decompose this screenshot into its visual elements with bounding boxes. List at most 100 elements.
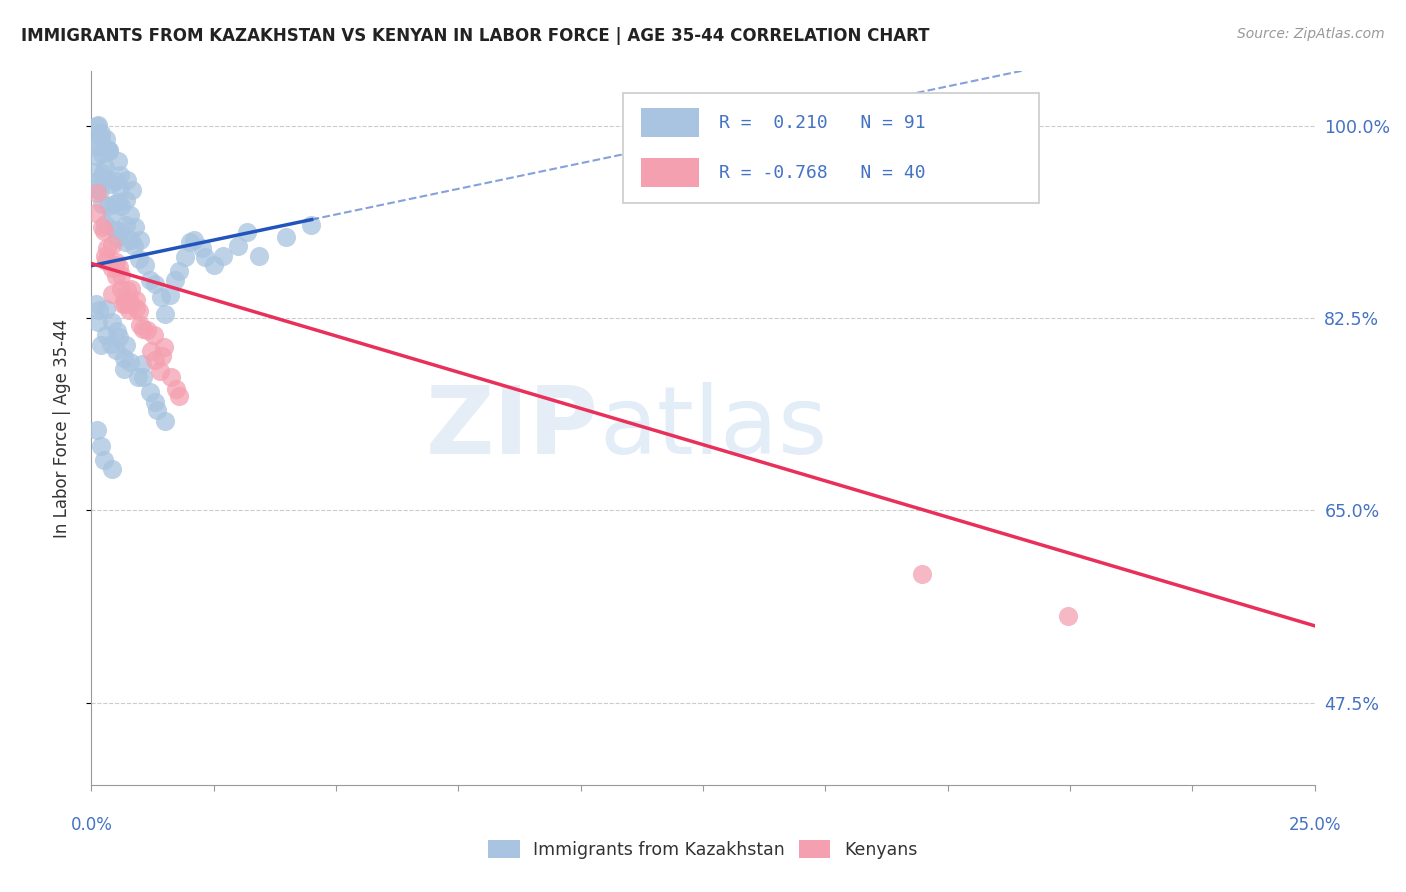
Point: [104, 174, 127, 188]
Y-axis label: In Labor Force | Age 35-44: In Labor Force | Age 35-44: [52, 318, 70, 538]
Text: ZIP: ZIP: [426, 382, 599, 475]
Point: [128, 252, 150, 266]
Point: [101, 260, 124, 275]
Point: [105, 268, 128, 283]
Point: [118, 208, 141, 222]
Point: [127, 369, 149, 384]
Point: [86, 186, 108, 201]
Point: [183, 233, 205, 247]
Point: [301, 218, 323, 232]
Point: [236, 225, 259, 239]
Point: [153, 307, 176, 321]
Point: [247, 249, 270, 263]
Point: [134, 258, 156, 272]
Point: [114, 235, 136, 249]
Point: [91, 166, 114, 180]
Point: [115, 173, 138, 187]
Point: [90, 439, 112, 453]
Point: [108, 225, 131, 239]
Point: [163, 273, 186, 287]
Point: [90, 147, 112, 161]
Text: 25.0%: 25.0%: [1288, 816, 1341, 834]
Point: [84, 139, 107, 153]
Point: [124, 301, 146, 315]
Point: [100, 177, 122, 191]
Point: [115, 338, 138, 352]
Point: [104, 258, 127, 272]
Point: [114, 293, 136, 307]
Point: [90, 129, 112, 144]
Point: [115, 218, 138, 232]
Legend: Immigrants from Kazakhstan, Kenyans: Immigrants from Kazakhstan, Kenyans: [481, 833, 925, 865]
Point: [165, 382, 187, 396]
Point: [96, 131, 118, 145]
Point: [138, 273, 160, 287]
Point: [86, 206, 108, 220]
Point: [86, 315, 108, 329]
Point: [194, 250, 217, 264]
Point: [93, 224, 115, 238]
Point: [143, 327, 166, 342]
Point: [112, 362, 135, 376]
Point: [128, 233, 150, 247]
Point: [104, 255, 127, 269]
Point: [191, 241, 214, 255]
Point: [97, 145, 120, 159]
Point: [129, 318, 152, 332]
Point: [159, 370, 181, 384]
Point: [132, 322, 155, 336]
Point: [90, 337, 112, 351]
Point: [139, 343, 162, 358]
Point: [146, 403, 169, 417]
Point: [202, 258, 225, 272]
Point: [152, 340, 174, 354]
Point: [100, 336, 122, 351]
Point: [86, 182, 108, 196]
Point: [108, 260, 131, 275]
Point: [911, 567, 934, 582]
Point: [124, 293, 146, 307]
Point: [83, 133, 105, 147]
Point: [94, 301, 117, 316]
Point: [115, 283, 138, 297]
Point: [91, 196, 114, 211]
Point: [120, 233, 142, 247]
Point: [104, 223, 127, 237]
Point: [112, 351, 135, 365]
Point: [100, 315, 122, 329]
Text: R = -0.768   N = 40: R = -0.768 N = 40: [718, 164, 925, 182]
Point: [145, 277, 167, 292]
Point: [179, 235, 201, 249]
Point: [145, 352, 167, 367]
Point: [96, 328, 118, 343]
Point: [90, 220, 112, 235]
FancyBboxPatch shape: [623, 93, 1039, 203]
Point: [110, 282, 132, 296]
Point: [101, 208, 124, 222]
Point: [124, 220, 146, 235]
Point: [84, 297, 107, 311]
Text: 0.0%: 0.0%: [70, 816, 112, 834]
Point: [120, 282, 142, 296]
Point: [121, 183, 143, 197]
Point: [159, 288, 181, 302]
Point: [174, 250, 197, 264]
Point: [93, 453, 115, 467]
Point: [100, 238, 122, 252]
FancyBboxPatch shape: [641, 109, 699, 137]
Point: [96, 171, 118, 186]
Point: [94, 249, 117, 263]
Point: [107, 195, 129, 210]
Point: [111, 296, 134, 310]
Point: [118, 303, 141, 318]
Point: [167, 263, 190, 277]
Point: [118, 355, 141, 369]
Point: [139, 385, 162, 400]
Point: [86, 174, 108, 188]
Point: [94, 217, 117, 231]
Point: [118, 294, 141, 309]
Point: [90, 126, 112, 140]
Point: [153, 414, 176, 428]
Point: [149, 290, 172, 304]
Point: [132, 370, 155, 384]
